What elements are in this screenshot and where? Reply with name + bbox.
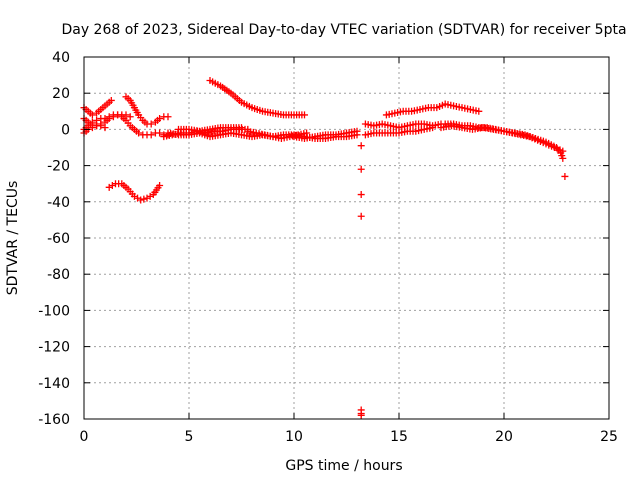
data-point bbox=[353, 127, 361, 135]
y-tick-label: -100 bbox=[38, 303, 70, 319]
data-point bbox=[135, 129, 143, 137]
y-tick-label: 20 bbox=[52, 86, 70, 102]
data-point bbox=[357, 165, 365, 173]
y-tick-label: -20 bbox=[47, 159, 70, 175]
y-tick-label: -120 bbox=[38, 340, 70, 356]
data-point bbox=[357, 411, 365, 419]
data-point bbox=[559, 147, 567, 155]
x-tick-label: 15 bbox=[390, 429, 408, 445]
data-point bbox=[126, 113, 134, 121]
series-arc-17 bbox=[437, 122, 567, 162]
data-point bbox=[101, 124, 109, 132]
series-arc-03 bbox=[80, 111, 134, 133]
y-tick-label: -60 bbox=[47, 231, 70, 247]
data-point bbox=[357, 212, 365, 220]
data-point bbox=[156, 182, 164, 190]
y-tick-label: 0 bbox=[61, 122, 70, 138]
x-tick-label: 10 bbox=[285, 429, 303, 445]
series-arc-10 bbox=[206, 77, 308, 119]
y-tick-label: -80 bbox=[47, 267, 70, 283]
series-arc-12 bbox=[290, 127, 361, 142]
y-tick-label: -140 bbox=[38, 376, 70, 392]
data-points bbox=[80, 77, 569, 419]
data-point bbox=[475, 107, 483, 115]
series-arc-13 bbox=[357, 142, 365, 419]
x-axis-label: GPS time / hours bbox=[285, 458, 402, 474]
x-tick-label: 20 bbox=[495, 429, 513, 445]
series-arc-15 bbox=[361, 120, 445, 132]
data-point bbox=[357, 142, 365, 150]
chart-title: Day 268 of 2023, Sidereal Day-to-day VTE… bbox=[61, 22, 626, 38]
data-point bbox=[137, 196, 145, 204]
data-point bbox=[164, 113, 172, 121]
data-point bbox=[147, 120, 155, 128]
series-arc-16 bbox=[382, 100, 483, 119]
data-point bbox=[122, 111, 130, 119]
y-tick-label: 40 bbox=[52, 50, 70, 66]
data-point bbox=[238, 124, 245, 132]
axis-ticks: 0 5 10 15 20 25 -160 -140 -120 -100 -80 -60 -40 -20 0 2… bbox=[38, 50, 618, 445]
data-point bbox=[156, 129, 164, 137]
series-arc-11 bbox=[244, 127, 311, 142]
data-point bbox=[357, 191, 365, 199]
data-point bbox=[301, 111, 308, 119]
data-point bbox=[97, 122, 105, 130]
data-point bbox=[107, 96, 115, 104]
series-arc-19 bbox=[561, 172, 569, 180]
series-arc-14 bbox=[361, 124, 437, 139]
y-tick-label: -160 bbox=[38, 412, 70, 428]
data-point bbox=[88, 124, 96, 132]
data-point bbox=[561, 172, 569, 180]
series-arc-09 bbox=[175, 124, 245, 135]
series-arc-06 bbox=[105, 180, 164, 204]
data-point bbox=[140, 195, 148, 203]
x-tick-label: 25 bbox=[600, 429, 618, 445]
data-point bbox=[88, 111, 96, 119]
series-arc-05 bbox=[122, 93, 172, 128]
y-axis-label: SDTVAR / TECUs bbox=[5, 181, 21, 296]
series-arc-18 bbox=[441, 120, 567, 155]
data-point bbox=[156, 115, 164, 123]
grid bbox=[84, 57, 609, 419]
data-point bbox=[147, 131, 155, 139]
data-point bbox=[559, 154, 567, 162]
data-point bbox=[101, 115, 109, 123]
x-tick-label: 5 bbox=[185, 429, 194, 445]
y-tick-label: -40 bbox=[47, 195, 70, 211]
data-point bbox=[105, 113, 113, 121]
x-tick-label: 0 bbox=[80, 429, 89, 445]
